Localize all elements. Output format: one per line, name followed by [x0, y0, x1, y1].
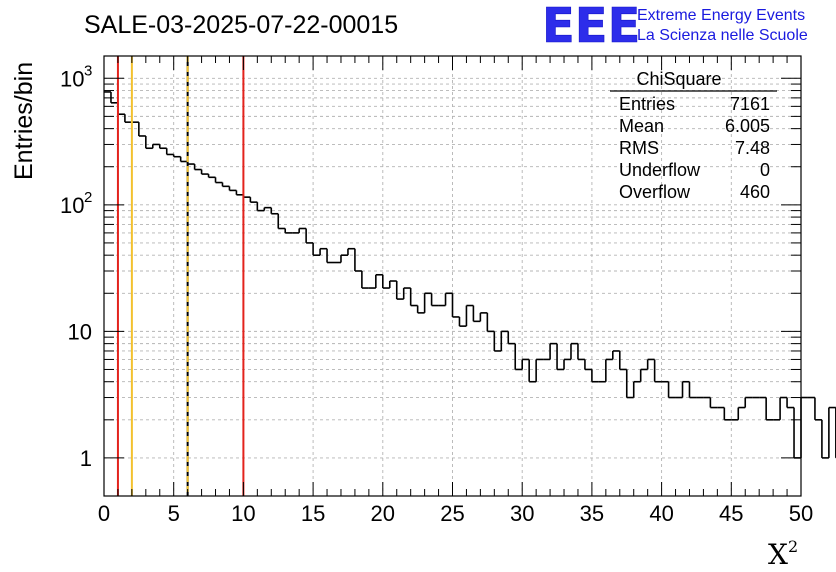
- x-tick-label: 35: [580, 501, 604, 526]
- eee-logo-mark: EEE: [542, 0, 640, 54]
- x-tick-label: 0: [98, 501, 110, 526]
- stats-label: Entries: [619, 94, 675, 114]
- x-tick-label: 20: [371, 501, 395, 526]
- stats-label: RMS: [619, 138, 659, 158]
- axis-ticks: [103, 56, 802, 496]
- stats-label: Underflow: [619, 160, 701, 180]
- x-axis-label: X2: [768, 537, 798, 571]
- x-tick-label: 50: [789, 501, 813, 526]
- x-tick-label: 10: [231, 501, 255, 526]
- y-axis-label: Entries/bin: [10, 62, 38, 180]
- x-tick-label: 45: [719, 501, 743, 526]
- stats-box: ChiSquare Entries 7161 Mean 6.005 RMS 7.48 Und…: [610, 69, 777, 202]
- threshold-lines: [116, 56, 245, 496]
- grid-lines: [104, 56, 801, 496]
- x-tick-label: 30: [510, 501, 534, 526]
- x-tick-label: 25: [440, 501, 464, 526]
- stats-value: 7161: [730, 94, 770, 114]
- stats-label: Overflow: [619, 182, 691, 202]
- stats-value: 460: [740, 182, 770, 202]
- chart-title: SALE-03-2025-07-22-00015: [84, 11, 398, 39]
- stats-value: 6.005: [725, 116, 770, 136]
- stats-label: Mean: [619, 116, 664, 136]
- stats-value: 0: [760, 160, 770, 180]
- eee-logo: EEE Extreme Energy Events La Scienza nel…: [542, 0, 808, 54]
- logo-line-1: Extreme Energy Events: [637, 7, 805, 24]
- x-tick-label: 40: [649, 501, 673, 526]
- stats-value: 7.48: [735, 138, 770, 158]
- stats-title: ChiSquare: [636, 69, 721, 89]
- x-tick-label: 5: [168, 501, 180, 526]
- x-tick-label: 15: [301, 501, 325, 526]
- y-tick-exponent: 2: [84, 189, 92, 206]
- x-tick-labels: 0 5 10 15 20 25 30 35 40 45 50: [98, 501, 813, 526]
- plot-frame: [103, 55, 802, 497]
- y-tick-exponent: 3: [84, 62, 92, 79]
- y-tick-label: 10: [68, 319, 92, 344]
- y-tick-label: 10: [60, 66, 84, 91]
- y-tick-label: 10: [60, 193, 84, 218]
- y-tick-label: 1: [80, 446, 92, 471]
- logo-line-2: La Scienza nelle Scuole: [637, 27, 808, 44]
- histogram: [104, 91, 836, 459]
